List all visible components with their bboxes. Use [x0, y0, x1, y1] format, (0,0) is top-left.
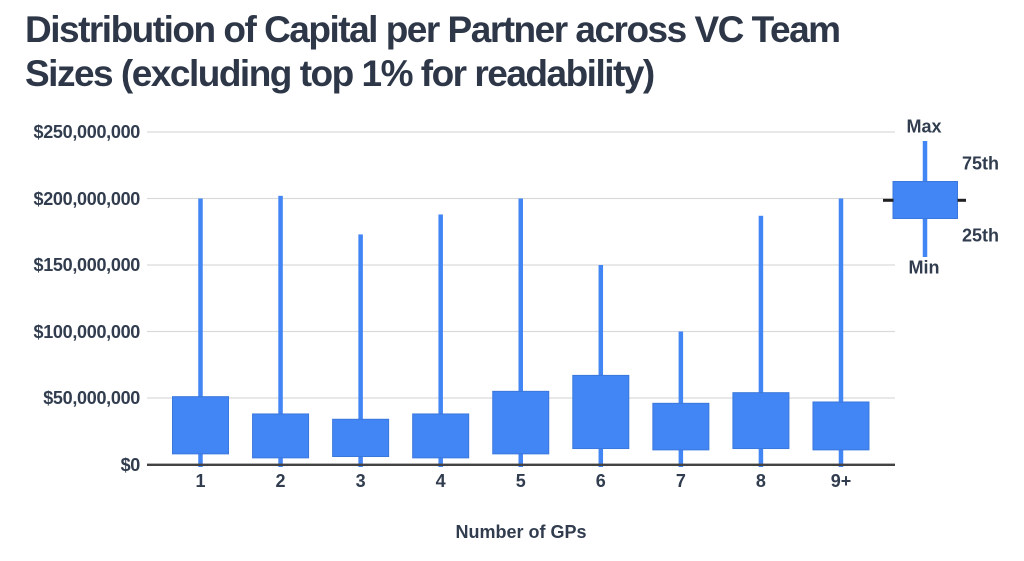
box-3 [332, 418, 390, 458]
whisker-9+ [838, 198, 844, 467]
x-axis-line [147, 463, 895, 466]
box-7 [652, 402, 710, 451]
legend-min-label: Min [908, 257, 940, 278]
box-1 [172, 396, 229, 455]
y-axis-tick-label: $100,000,000 [33, 321, 140, 342]
x-axis-tick-label: 5 [515, 471, 526, 491]
y-axis-tick-label: $150,000,000 [33, 255, 140, 275]
x-axis-tick-label: 3 [355, 471, 366, 491]
x-axis-tick-label: 1 [195, 471, 206, 491]
box-5 [492, 390, 550, 455]
y-axis-tick-label: $250,000,000 [33, 122, 140, 142]
legend-max-label: Max [906, 116, 942, 137]
gridline [147, 131, 895, 133]
y-axis-tick-label: $200,000,000 [33, 188, 140, 209]
box-4 [412, 413, 470, 459]
x-axis-tick-label: 2 [275, 471, 286, 491]
page-title: Distribution of Capital per Partner acro… [25, 8, 1020, 96]
legend-box [892, 181, 958, 219]
x-axis-tick-label: 4 [435, 471, 446, 491]
legend-median-dash-right [957, 198, 966, 202]
x-axis-tick-label: 8 [755, 471, 766, 491]
box-2 [252, 413, 310, 459]
whisker-2 [278, 195, 283, 467]
legend-25th-label: 25th [962, 225, 1000, 246]
x-axis-tick-label: 6 [595, 471, 606, 491]
x-axis-tick-label: 7 [675, 471, 686, 491]
box-9+ [812, 401, 870, 451]
legend-75th-label: 75th [962, 153, 1000, 174]
x-axis-title: Number of GPs [455, 522, 587, 542]
legend-median-dash-left [883, 198, 894, 202]
whisker-8 [758, 215, 764, 467]
box-6 [572, 374, 630, 450]
whisker-7 [678, 331, 684, 467]
y-axis-tick-label: $50,000,000 [43, 388, 140, 408]
whisker-6 [598, 265, 604, 467]
whisker-5 [518, 198, 523, 467]
page-title-line-2: Sizes (excluding top 1% for readability) [25, 53, 655, 94]
x-axis-tick-label: 9+ [830, 471, 852, 491]
y-axis-tick-label: $0 [120, 454, 141, 475]
page-title-line-1: Distribution of Capital per Partner acro… [25, 9, 841, 50]
whisker-1 [198, 198, 203, 467]
whisker-3 [358, 234, 363, 467]
whisker-4 [438, 214, 443, 467]
box-8 [732, 392, 790, 450]
